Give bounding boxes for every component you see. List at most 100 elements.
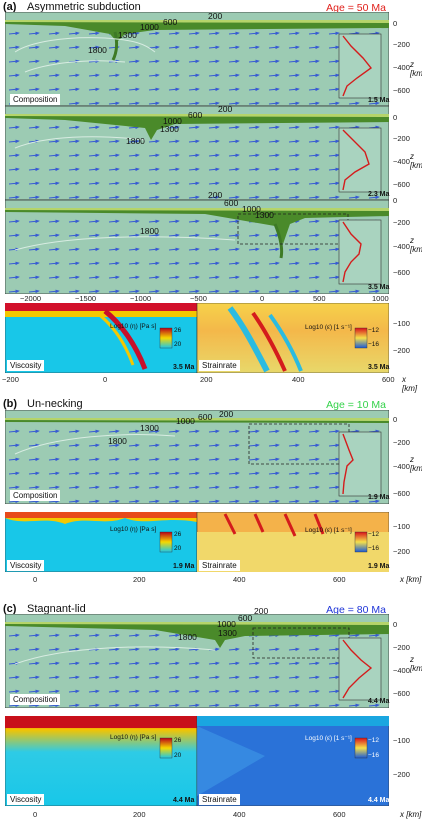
z-tick: −200	[393, 346, 410, 355]
panel-b-composition-model	[5, 410, 389, 504]
z-tick: −600	[393, 180, 410, 189]
z-axis-label: z [km]	[410, 152, 422, 170]
time-label: 1.9 Ma	[173, 563, 195, 570]
z-tick: −100	[393, 522, 410, 531]
time-label: 4.4 Ma	[368, 698, 390, 705]
strength-inset-2	[338, 127, 382, 193]
isotherm-label: 1300	[118, 30, 137, 40]
isotherm-label: 600	[224, 198, 239, 208]
panel-c-label: (c)	[3, 603, 17, 615]
panel-b-age: Age = 10 Ma	[326, 399, 386, 411]
z-tick: −100	[393, 736, 410, 745]
colorbar-tick: −16	[368, 545, 380, 552]
colorbar-tick: −12	[368, 531, 380, 538]
x-axis-label: x [km]	[400, 575, 422, 584]
colorbar-tick: 26	[174, 737, 182, 744]
colorbar-tick: −12	[368, 327, 380, 334]
z-axis-label: z [km]	[410, 236, 422, 254]
z-tick: −200	[393, 40, 410, 49]
x-tick: 600	[333, 575, 346, 584]
z-tick: −200	[393, 770, 410, 779]
panel-b-zoom-fields	[5, 512, 389, 572]
panel-a-title: Asymmetric subduction	[27, 1, 141, 13]
z-axis-label: z [km]	[410, 60, 422, 78]
z-tick: −400	[393, 63, 410, 72]
x-tick: −1500	[75, 294, 97, 303]
x-tick: 0	[103, 375, 108, 384]
z-tick: −100	[393, 319, 410, 328]
isotherm-label: 1000	[242, 204, 261, 214]
z-tick: 0	[393, 19, 398, 28]
colorbar-tick: 26	[174, 531, 182, 538]
strength-inset-1	[338, 33, 382, 99]
isotherm-label: 600	[163, 17, 178, 27]
colorbar-tick: 20	[174, 341, 182, 348]
panel-b-title: Un-necking	[27, 398, 83, 410]
strength-inset-3	[338, 219, 382, 285]
time-label: 1.9 Ma	[368, 563, 390, 570]
time-label: 4.4 Ma	[368, 797, 390, 804]
isotherm-label: 200	[219, 409, 234, 419]
x-tick: 200	[133, 810, 146, 819]
colorbar-tick: 26	[174, 327, 182, 334]
isotherm-label: 200	[208, 190, 223, 200]
model-frame-1	[5, 12, 389, 107]
z-tick: −200	[393, 547, 410, 556]
isotherm-label: 1800	[88, 45, 107, 55]
isotherm-label: 1000	[217, 619, 236, 629]
viscosity-label: Viscosity	[7, 560, 45, 571]
isotherm-label: 1300	[160, 124, 179, 134]
x-tick: 200	[133, 575, 146, 584]
colorbar-tick: −12	[368, 737, 380, 744]
panel-a-label: (a)	[3, 1, 17, 13]
strainrate-colorbar-title: Log10 (ε̇) [1 s⁻¹]	[305, 735, 352, 742]
panel-a-zoom-fields	[5, 303, 389, 373]
isotherm-label: 600	[198, 412, 213, 422]
x-tick: 0	[33, 575, 38, 584]
isotherm-label: 1300	[140, 423, 159, 433]
panel-c-composition-model	[5, 614, 389, 708]
time-label: 1.5 Ma	[368, 97, 390, 104]
isotherm-label: 1800	[126, 136, 145, 146]
x-tick: 400	[233, 575, 246, 584]
x-axis-label: x [km]	[402, 375, 418, 393]
isotherm-label: 1000	[176, 416, 195, 426]
isotherm-label: 1800	[108, 436, 127, 446]
z-tick: −200	[393, 134, 410, 143]
time-label: 1.9 Ma	[368, 494, 390, 501]
isotherm-label: 1000	[163, 116, 182, 126]
time-label: 3.5 Ma	[173, 364, 195, 371]
strength-inset	[338, 431, 382, 497]
model-frame-2	[5, 105, 389, 201]
colorbar-tick: 20	[174, 752, 182, 759]
strainrate-colorbar-title: Log10 (ε̇) [1 s⁻¹]	[305, 527, 352, 534]
colorbar-tick: 20	[174, 545, 182, 552]
x-axis-label: x [km]	[400, 810, 422, 819]
isotherm-label: 600	[188, 110, 203, 120]
z-tick: −600	[393, 268, 410, 277]
time-label: 3.5 Ma	[368, 284, 390, 291]
x-tick: 0	[33, 810, 38, 819]
z-tick: 0	[393, 620, 398, 629]
panel-a-age: Age = 50 Ma	[326, 2, 386, 14]
x-tick: −2000	[20, 294, 42, 303]
x-tick: −500	[190, 294, 207, 303]
z-tick: 0	[393, 196, 398, 205]
z-tick: 0	[393, 113, 398, 122]
z-tick: −200	[393, 218, 410, 227]
strainrate-colorbar-title: Log10 (ε̇) [1 s⁻¹]	[305, 324, 352, 331]
time-label: 3.5 Ma	[368, 364, 390, 371]
composition-label: Composition	[10, 94, 61, 105]
z-tick: −400	[393, 157, 410, 166]
z-tick: −600	[393, 689, 410, 698]
isotherm-label: 600	[238, 613, 253, 623]
x-tick: −200	[2, 375, 19, 384]
z-tick: −600	[393, 86, 410, 95]
x-tick: 0	[260, 294, 265, 303]
composition-label: Composition	[10, 694, 61, 705]
strainrate-label: Strainrate	[199, 360, 240, 371]
composition-label: Composition	[10, 490, 61, 501]
panel-a-composition-models	[5, 12, 389, 294]
z-axis-label: z [km]	[410, 455, 422, 473]
panel-c-zoom-fields	[5, 716, 389, 806]
